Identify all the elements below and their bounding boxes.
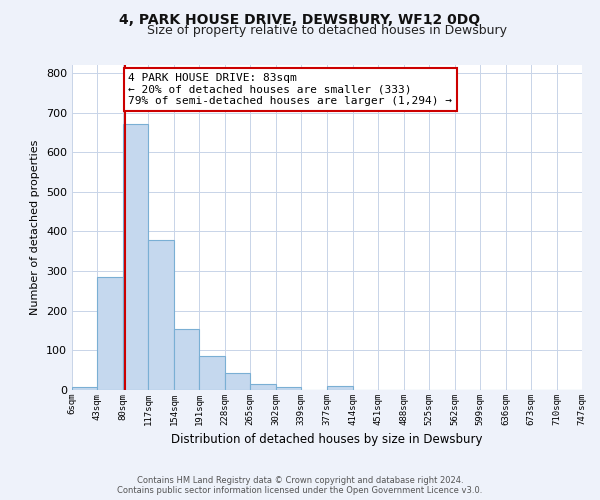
Text: Contains HM Land Registry data © Crown copyright and database right 2024.
Contai: Contains HM Land Registry data © Crown c…: [118, 476, 482, 495]
Y-axis label: Number of detached properties: Number of detached properties: [31, 140, 40, 315]
Bar: [276, 387, 301, 390]
Bar: [250, 384, 276, 390]
Bar: [148, 240, 174, 390]
X-axis label: Distribution of detached houses by size in Dewsbury: Distribution of detached houses by size …: [171, 434, 483, 446]
Bar: [97, 277, 123, 390]
Bar: [328, 386, 353, 390]
Text: 4, PARK HOUSE DRIVE, DEWSBURY, WF12 0DQ: 4, PARK HOUSE DRIVE, DEWSBURY, WF12 0DQ: [119, 12, 481, 26]
Bar: [72, 387, 97, 390]
Title: Size of property relative to detached houses in Dewsbury: Size of property relative to detached ho…: [147, 24, 507, 38]
Bar: [123, 124, 148, 390]
Bar: [199, 356, 225, 390]
Bar: [174, 328, 199, 390]
Text: 4 PARK HOUSE DRIVE: 83sqm
← 20% of detached houses are smaller (333)
79% of semi: 4 PARK HOUSE DRIVE: 83sqm ← 20% of detac…: [128, 73, 452, 106]
Bar: [225, 374, 250, 390]
